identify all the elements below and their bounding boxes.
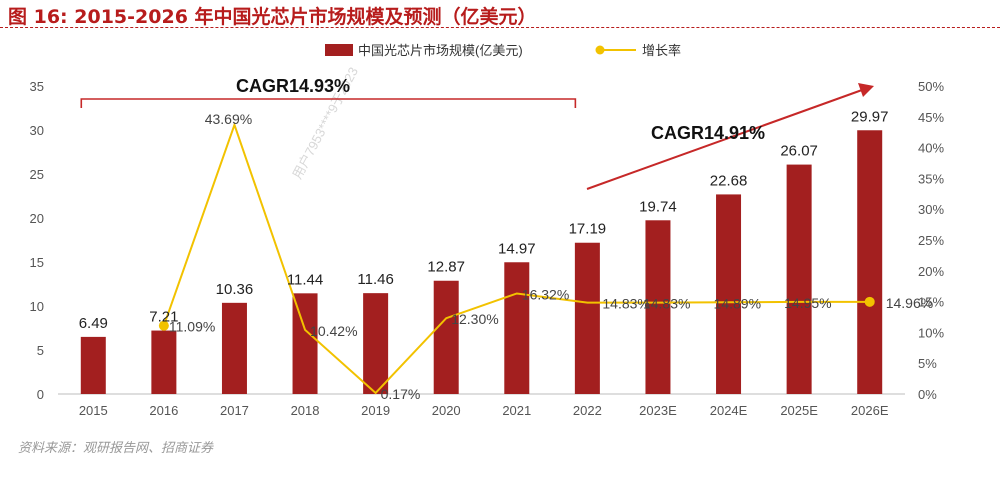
y-tick-label: 10 bbox=[30, 299, 44, 314]
bar bbox=[716, 194, 742, 394]
legend-label-line: 增长率 bbox=[642, 43, 681, 58]
y-tick-label: 5 bbox=[37, 343, 44, 358]
growth-value-label: 10.42% bbox=[310, 323, 357, 339]
cagr-annotations: CAGR14.93% CAGR14.91% bbox=[80, 76, 874, 190]
cagr-arrow-head bbox=[858, 83, 874, 97]
bar-value-label: 22.68 bbox=[710, 172, 748, 189]
y-tick-label: 0 bbox=[37, 387, 44, 402]
legend-swatch-marker bbox=[595, 45, 605, 55]
axes: 0 5 10 15 20 25 30 35 0% 5% 10% 15% 20% 25% 30% 35% 40% 4… bbox=[30, 79, 945, 418]
chart-legend: 中国光芯片市场规模(亿美元) 增长率 bbox=[325, 43, 681, 58]
bar-value-label: 26.07 bbox=[780, 143, 818, 160]
bar bbox=[645, 220, 671, 394]
x-tick-label: 2022 bbox=[573, 403, 602, 418]
growth-marker bbox=[864, 296, 875, 307]
growth-value-label: 14.89% bbox=[714, 295, 761, 311]
growth-value-label: 14.83% bbox=[602, 296, 649, 312]
x-tick-label: 2019 bbox=[361, 403, 390, 418]
y2-tick-label: 25% bbox=[918, 233, 944, 248]
bar bbox=[504, 262, 530, 394]
cagr-arrow bbox=[586, 89, 863, 190]
cagr-bracket bbox=[80, 98, 577, 108]
growth-value-label: 14.83% bbox=[643, 296, 690, 312]
source-note: 资料来源：观研报告网、招商证券 bbox=[18, 441, 214, 456]
x-tick-label: 2020 bbox=[432, 403, 461, 418]
growth-value-label: 43.69% bbox=[205, 111, 252, 127]
x-tick-label: 2015 bbox=[79, 403, 108, 418]
growth-value-label: 11.09% bbox=[169, 319, 215, 335]
bar bbox=[786, 164, 812, 394]
growth-value-label: 14.96% bbox=[886, 295, 933, 311]
x-tick-label: 2021 bbox=[502, 403, 531, 418]
growth-value-label: 12.30% bbox=[451, 311, 498, 327]
x-tick-label: 2018 bbox=[291, 403, 320, 418]
title-divider bbox=[0, 27, 1000, 28]
y2-tick-label: 20% bbox=[918, 264, 944, 279]
legend-label-bar: 中国光芯片市场规模(亿美元) bbox=[358, 43, 523, 58]
bar bbox=[292, 293, 318, 394]
bar-value-label: 6.49 bbox=[79, 315, 108, 332]
x-tick-label: 2024E bbox=[710, 403, 748, 418]
bar bbox=[363, 293, 389, 394]
y2-tick-label: 50% bbox=[918, 79, 944, 94]
y-tick-label: 30 bbox=[30, 123, 44, 138]
bar-value-label: 19.74 bbox=[639, 198, 677, 215]
y2-tick-label: 5% bbox=[918, 356, 937, 371]
x-tick-label: 2017 bbox=[220, 403, 249, 418]
y2-tick-label: 10% bbox=[918, 325, 944, 340]
cagr-label-historical: CAGR14.93% bbox=[236, 76, 350, 96]
bar-value-label: 12.87 bbox=[427, 259, 465, 276]
bar bbox=[221, 302, 247, 394]
y-tick-label: 20 bbox=[30, 211, 44, 226]
x-tick-label: 2016 bbox=[149, 403, 178, 418]
bar-value-label: 11.46 bbox=[357, 271, 393, 288]
figure-title: 图 16: 2015-2026 年中国光芯片市场规模及预测（亿美元） bbox=[8, 6, 537, 28]
bar-value-label: 14.97 bbox=[498, 240, 536, 257]
bar bbox=[151, 330, 177, 394]
y-tick-label: 35 bbox=[30, 79, 44, 94]
y2-tick-label: 0% bbox=[918, 387, 937, 402]
y2-tick-label: 40% bbox=[918, 141, 944, 156]
x-tick-label: 2026E bbox=[851, 403, 889, 418]
growth-value-label: 14.95% bbox=[784, 295, 831, 311]
data-labels: 6.49 7.21 10.36 11.44 11.46 12.87 14.97 17.19 19… bbox=[79, 108, 934, 402]
y-tick-label: 25 bbox=[30, 167, 44, 182]
y2-tick-label: 15% bbox=[918, 295, 944, 310]
bar bbox=[857, 130, 883, 394]
y-tick-label: 15 bbox=[30, 255, 44, 270]
bar bbox=[433, 280, 459, 394]
x-tick-label: 2025E bbox=[780, 403, 818, 418]
cagr-label-forecast: CAGR14.91% bbox=[651, 123, 765, 143]
y2-tick-label: 35% bbox=[918, 171, 944, 186]
bar-value-label: 7.21 bbox=[149, 309, 178, 326]
bar-value-label: 29.97 bbox=[851, 108, 889, 125]
growth-marker bbox=[158, 320, 169, 331]
legend-swatch-bar bbox=[325, 44, 353, 56]
bar bbox=[80, 336, 106, 394]
x-tick-label: 2023E bbox=[639, 403, 677, 418]
growth-line-series bbox=[158, 121, 875, 395]
growth-value-label: 0.17% bbox=[381, 386, 421, 402]
growth-line bbox=[162, 121, 870, 395]
y2-tick-label: 30% bbox=[918, 202, 944, 217]
bar-value-label: 10.36 bbox=[216, 281, 254, 298]
growth-value-label: 16.32% bbox=[522, 286, 569, 302]
bar-value-label: 11.44 bbox=[287, 271, 323, 288]
y2-tick-label: 45% bbox=[918, 110, 944, 125]
bar bbox=[574, 242, 600, 394]
bar-value-label: 17.19 bbox=[569, 221, 607, 238]
bar-series bbox=[80, 130, 883, 394]
